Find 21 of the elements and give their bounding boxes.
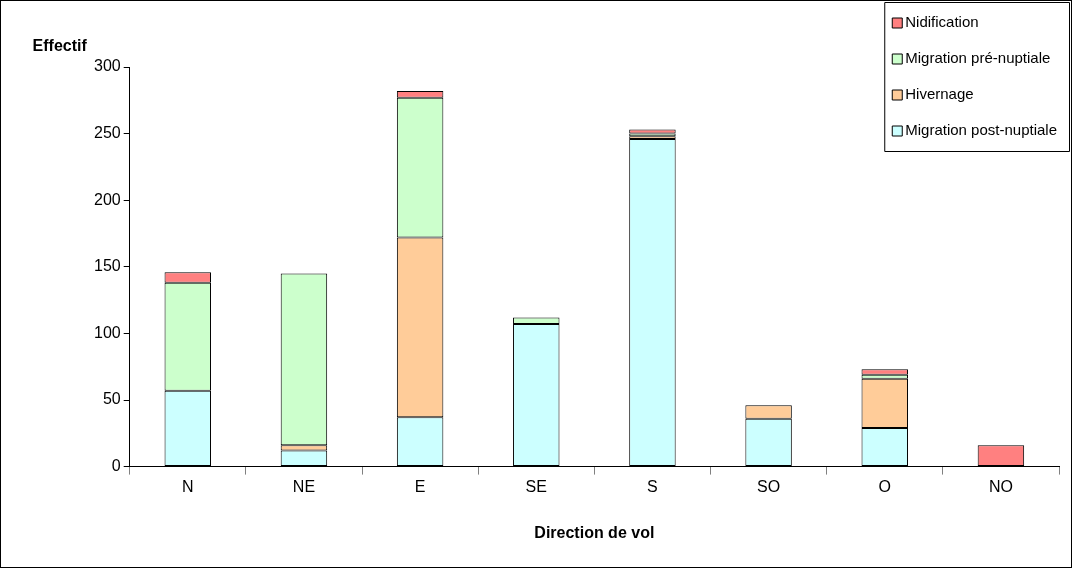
legend-label: Nidification — [905, 13, 979, 31]
x-tick-label: SO — [757, 477, 781, 495]
y-tick-label: 100 — [93, 323, 121, 341]
x-tick-label: SE — [525, 477, 547, 495]
x-tick-label: O — [878, 477, 891, 495]
y-tick-label: 300 — [93, 57, 121, 75]
y-tick-label: 50 — [102, 390, 121, 408]
legend-label: Hivernage — [905, 85, 974, 103]
x-tick-label: S — [647, 477, 658, 495]
x-axis-title: Direction de vol — [534, 523, 655, 541]
y-tick-label: 250 — [93, 124, 121, 142]
x-tick-label: N — [182, 477, 194, 495]
x-tick-label: E — [414, 477, 426, 495]
y-tick-label: 150 — [93, 257, 121, 275]
legend-label: Migration post-nuptiale — [905, 121, 1058, 139]
x-tick-label: NO — [988, 477, 1013, 495]
x-tick-label: NE — [292, 477, 316, 495]
y-axis-title: Effectif — [32, 37, 88, 55]
y-tick-label: 0 — [111, 457, 121, 475]
y-tick-label: 200 — [93, 190, 121, 208]
legend-label: Migration pré-nuptiale — [905, 49, 1051, 67]
